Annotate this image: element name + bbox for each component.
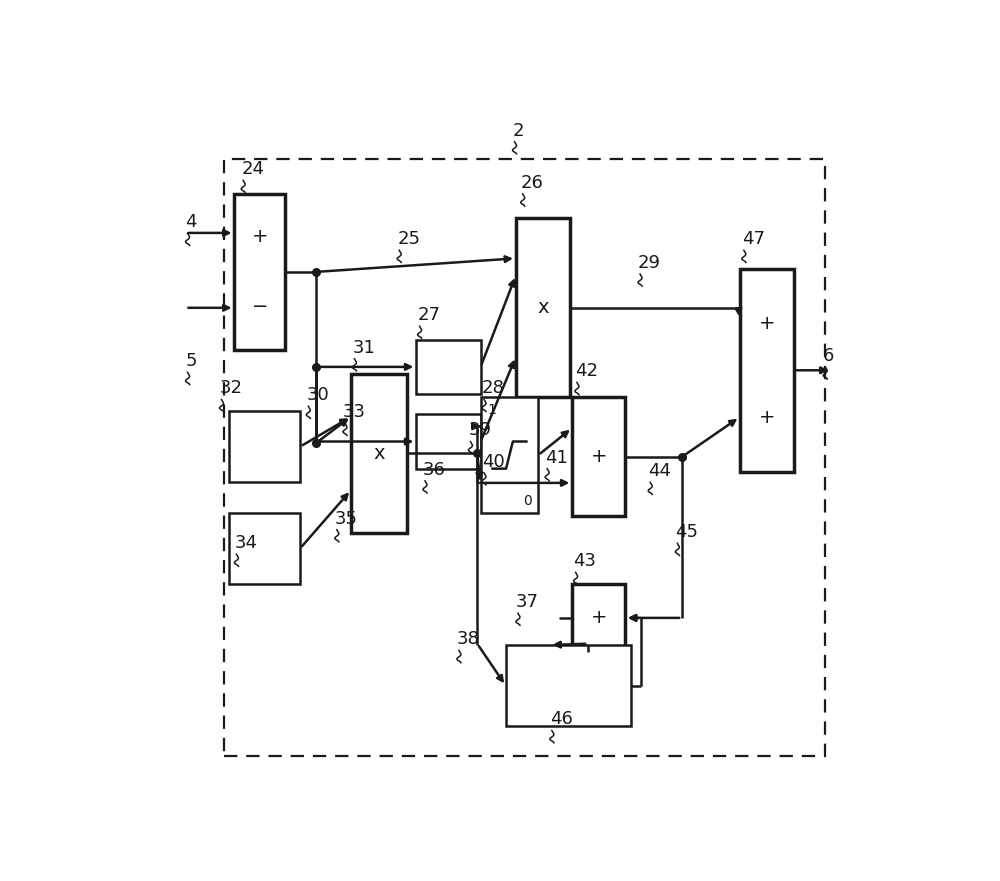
Text: 27: 27 [418, 307, 441, 324]
FancyBboxPatch shape [572, 397, 625, 516]
Text: 35: 35 [335, 510, 358, 528]
Text: 1: 1 [487, 403, 496, 417]
FancyBboxPatch shape [229, 411, 300, 482]
FancyBboxPatch shape [234, 194, 285, 350]
Text: 2: 2 [512, 122, 524, 140]
Text: 39: 39 [468, 421, 491, 440]
Text: 5: 5 [186, 352, 197, 370]
Text: 26: 26 [521, 174, 544, 192]
FancyBboxPatch shape [516, 218, 570, 397]
FancyBboxPatch shape [481, 397, 538, 513]
Text: 6: 6 [823, 347, 835, 365]
Text: 33: 33 [343, 403, 366, 421]
Text: 29: 29 [638, 254, 661, 272]
Text: 4: 4 [186, 213, 197, 231]
Text: 24: 24 [241, 160, 264, 178]
FancyBboxPatch shape [416, 414, 481, 469]
Text: 42: 42 [575, 362, 598, 381]
Text: +: + [759, 314, 775, 333]
Text: 0: 0 [523, 493, 531, 507]
Text: 47: 47 [742, 230, 765, 248]
Text: +: + [590, 448, 607, 466]
FancyBboxPatch shape [351, 374, 407, 533]
FancyBboxPatch shape [506, 645, 631, 727]
Text: 38: 38 [457, 631, 480, 648]
Text: +: + [759, 408, 775, 426]
Text: 25: 25 [397, 230, 420, 248]
Text: x: x [537, 298, 549, 317]
Text: 34: 34 [234, 534, 257, 552]
Text: 41: 41 [545, 448, 568, 467]
Text: 45: 45 [675, 523, 698, 541]
FancyBboxPatch shape [416, 340, 481, 394]
Text: 32: 32 [219, 380, 242, 397]
Text: 46: 46 [550, 710, 573, 729]
Text: 43: 43 [574, 552, 597, 570]
Text: 44: 44 [648, 463, 671, 480]
FancyBboxPatch shape [740, 269, 794, 472]
Text: 31: 31 [352, 338, 375, 357]
Text: +: + [590, 609, 607, 627]
Text: 40: 40 [482, 453, 505, 470]
FancyBboxPatch shape [229, 513, 300, 584]
Text: 37: 37 [516, 593, 539, 611]
Text: +: + [252, 226, 268, 246]
FancyBboxPatch shape [572, 584, 625, 652]
Text: 30: 30 [306, 386, 329, 404]
Text: 28: 28 [482, 380, 505, 397]
Text: x: x [373, 444, 385, 463]
Text: 36: 36 [423, 461, 446, 479]
Text: −: − [252, 297, 268, 315]
